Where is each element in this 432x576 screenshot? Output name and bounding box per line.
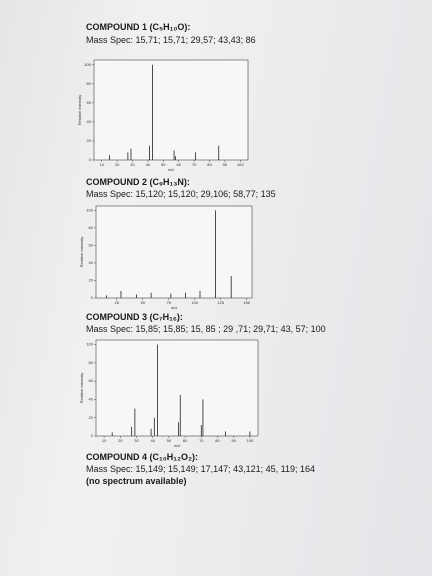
- x-tick-label: 80: [215, 438, 220, 443]
- y-tick-label: 80: [89, 225, 94, 230]
- x-tick-label: 100: [247, 438, 254, 443]
- y-tick-label: 60: [89, 378, 94, 383]
- peak: [152, 64, 153, 160]
- y-tick-label: 20: [89, 278, 94, 283]
- peak: [185, 292, 186, 298]
- y-tick-label: 60: [89, 242, 94, 247]
- peak: [230, 276, 232, 298]
- x-tick-label: 10: [102, 438, 107, 443]
- y-tick-label: 100: [86, 207, 93, 212]
- peak: [131, 426, 133, 436]
- x-tick-label: 60: [176, 162, 181, 167]
- mass-spec: Mass Spec: 15,71; 15,71; 29,57; 43,43; 8…: [86, 35, 256, 45]
- y-tick-label: 0: [91, 433, 94, 438]
- x-tick-label: 30: [130, 162, 135, 167]
- compound-title: COMPOUND 2 (C₉H₁₃N):: [86, 177, 190, 187]
- x-tick-label: 60: [183, 438, 188, 443]
- y-axis-label: Relative Intensity: [79, 373, 84, 403]
- mass-spec: Mass Spec: 15,149; 15,149; 17,147; 43,12…: [86, 464, 316, 474]
- x-tick-label: 90: [223, 162, 228, 167]
- x-tick-label: 75: [167, 300, 172, 305]
- peak: [134, 408, 136, 436]
- peak: [173, 150, 175, 160]
- x-axis-label: m/z: [168, 167, 174, 172]
- y-tick-label: 40: [89, 260, 94, 265]
- peak: [175, 156, 177, 160]
- x-tick-label: 30: [134, 438, 139, 443]
- peak: [179, 394, 181, 436]
- peak: [195, 152, 197, 160]
- peak: [136, 294, 137, 298]
- x-tick-label: 90: [231, 438, 236, 443]
- peak: [249, 431, 251, 436]
- peak: [170, 293, 172, 298]
- x-tick-label: 100: [191, 300, 198, 305]
- compound-title: COMPOUND 3 (C₇H₁₆):: [86, 312, 183, 322]
- peak: [150, 428, 152, 436]
- x-tick-label: 20: [115, 162, 120, 167]
- peak: [106, 295, 107, 298]
- compound-title: COMPOUND 4 (C₁₀H₁₂O₂):: [86, 452, 198, 462]
- peak: [111, 432, 113, 436]
- y-tick-label: 0: [91, 295, 94, 300]
- peak: [157, 344, 158, 436]
- x-axis-label: m/z: [174, 443, 180, 448]
- x-tick-label: 25: [115, 300, 120, 305]
- x-tick-label: 40: [150, 438, 155, 443]
- y-tick-label: 80: [89, 360, 94, 365]
- peak: [202, 399, 204, 436]
- x-tick-label: 50: [161, 162, 166, 167]
- y-tick-label: 20: [87, 138, 92, 143]
- plot-frame: [95, 205, 253, 299]
- peak: [153, 417, 155, 436]
- x-tick-label: 80: [207, 162, 212, 167]
- y-tick-label: 100: [86, 342, 93, 347]
- x-tick-label: 125: [217, 300, 224, 305]
- plot-frame: [95, 339, 259, 437]
- peak: [199, 290, 201, 298]
- y-tick-label: 40: [89, 396, 94, 401]
- x-tick-label: 20: [118, 438, 123, 443]
- y-tick-label: 40: [87, 119, 92, 124]
- plot-frame: [93, 59, 249, 161]
- y-tick-label: 20: [89, 415, 94, 420]
- peak: [120, 290, 122, 298]
- mass-spec: Mass Spec: 15,85; 15,85; 15, 85 ; 29 ,71…: [86, 324, 326, 334]
- x-tick-label: 70: [192, 162, 197, 167]
- x-tick-label: 150: [243, 300, 250, 305]
- peak: [109, 155, 110, 160]
- x-tick-label: 50: [167, 438, 172, 443]
- y-tick-label: 60: [87, 100, 92, 105]
- peak: [130, 148, 132, 160]
- note: (no spectrum available): [86, 476, 187, 486]
- x-tick-label: 40: [146, 162, 151, 167]
- peak: [127, 152, 129, 160]
- peak: [218, 145, 220, 160]
- mass-spec: Mass Spec: 15,120; 15,120; 29,106; 58,77…: [86, 189, 276, 199]
- peak: [149, 145, 150, 160]
- x-tick-label: 70: [199, 438, 204, 443]
- compound-title: COMPOUND 1 (C₅H₁₀O):: [86, 22, 191, 32]
- x-tick-label: 100: [237, 162, 244, 167]
- x-tick-label: 10: [99, 162, 104, 167]
- peak: [225, 431, 226, 436]
- y-tick-label: 80: [87, 81, 92, 86]
- y-axis-label: Relative Intensity: [79, 237, 84, 267]
- x-axis-label: m/z: [171, 305, 177, 310]
- y-tick-label: 0: [89, 157, 92, 162]
- x-tick-label: 50: [141, 300, 146, 305]
- peak: [200, 425, 202, 436]
- peak: [215, 210, 216, 298]
- y-tick-label: 100: [84, 62, 91, 67]
- peak: [178, 422, 180, 436]
- peak: [150, 292, 152, 298]
- y-axis-label: Relative Intensity: [77, 95, 82, 125]
